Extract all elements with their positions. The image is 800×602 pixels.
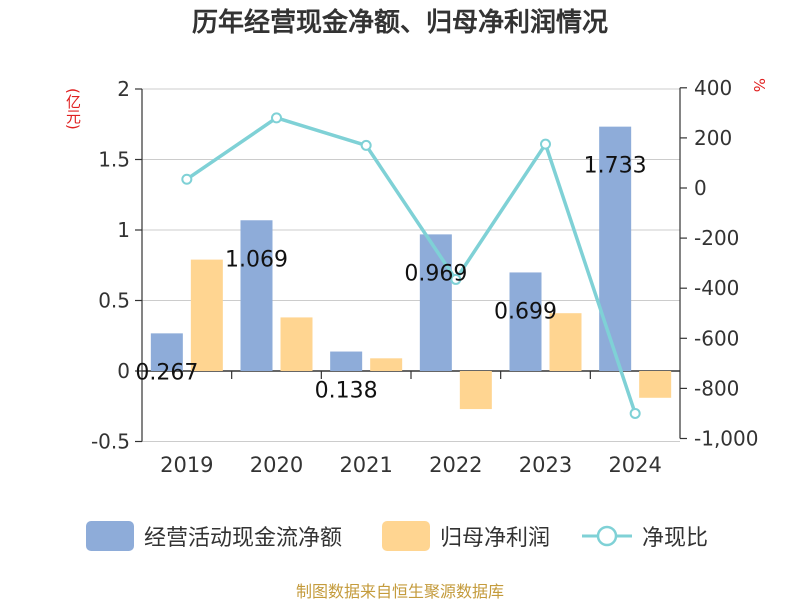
chart-title: 历年经营现金净额、归母净利润情况 [191, 8, 608, 38]
right-tick-label: -1,000 [694, 427, 758, 451]
bar-cashflow-2023 [509, 272, 542, 371]
left-tick-label: 0.5 [98, 289, 130, 313]
right-tick-label: 200 [694, 126, 732, 150]
legend-item-ratio[interactable]: 净现比 [582, 516, 708, 556]
left-tick-label: 0 [117, 359, 130, 383]
data-label-cashflow-2019: 0.267 [135, 360, 198, 385]
x-tick-label-2019: 2019 [160, 453, 213, 477]
legend-label-ratio: 净现比 [642, 526, 709, 551]
x-tick-label-2022: 2022 [429, 453, 482, 477]
legend: 经营活动现金流净额 归母净利润 净现比 [0, 516, 800, 556]
right-tick-label: -800 [694, 376, 739, 400]
legend-label-cashflow: 经营活动现金流净额 [144, 526, 343, 551]
data-label-cashflow-2022: 0.969 [404, 261, 467, 286]
bar-netprofit-2020 [280, 317, 313, 371]
left-tick-label: 1.5 [98, 148, 130, 172]
bar-cashflow-2021 [330, 351, 363, 371]
bar-netprofit-2022 [459, 371, 492, 410]
right-tick-label: -400 [694, 276, 739, 300]
legend-label-netprofit: 归母净利润 [440, 526, 551, 551]
left-tick-label: 2 [117, 77, 130, 101]
point-ratio-2022 [450, 273, 462, 285]
right-tick-label: -600 [694, 326, 739, 350]
bar-netprofit-2019 [190, 259, 223, 371]
left-axis-unit: (亿元) [64, 88, 82, 130]
bar-netprofit-2024 [639, 371, 672, 398]
point-ratio-2021 [360, 139, 372, 151]
bar-netprofit-2021 [370, 358, 403, 371]
right-axis-unit: % [750, 78, 768, 93]
data-label-cashflow-2020: 1.069 [225, 247, 288, 272]
point-ratio-2024 [629, 407, 641, 419]
bar-cashflow-2019 [150, 333, 183, 371]
left-tick-label: -0.5 [91, 430, 130, 454]
legend-swatch-cashflow [86, 521, 134, 551]
bar-cashflow-2022 [419, 234, 452, 371]
data-label-cashflow-2023: 0.699 [494, 299, 557, 324]
right-tick-label: 400 [694, 76, 732, 100]
bar-cashflow-2020 [240, 220, 273, 371]
legend-item-netprofit[interactable]: 归母净利润 [382, 516, 550, 556]
x-tick-label-2021: 2021 [339, 453, 392, 477]
point-ratio-2019 [181, 173, 193, 185]
point-ratio-2020 [271, 112, 282, 124]
x-tick-label-2020: 2020 [250, 453, 303, 477]
legend-swatch-netprofit [382, 521, 430, 551]
x-tick-label-2024: 2024 [608, 453, 661, 477]
legend-item-cashflow[interactable]: 经营活动现金流净额 [86, 516, 342, 556]
data-label-cashflow-2024: 1.733 [584, 154, 647, 179]
legend-swatch-ratio [582, 525, 632, 547]
data-source: 制图数据来自恒生聚源数据库 [295, 582, 504, 601]
bar-netprofit-2023 [549, 313, 582, 371]
point-ratio-2023 [540, 138, 551, 150]
data-label-cashflow-2021: 0.138 [315, 379, 378, 404]
left-tick-label: 1 [117, 218, 130, 242]
x-tick-label-2023: 2023 [519, 453, 572, 477]
bar-cashflow-2024 [599, 126, 632, 371]
right-tick-label: 0 [694, 176, 707, 200]
right-tick-label: -200 [694, 226, 739, 250]
line-ratio [185, 116, 637, 415]
